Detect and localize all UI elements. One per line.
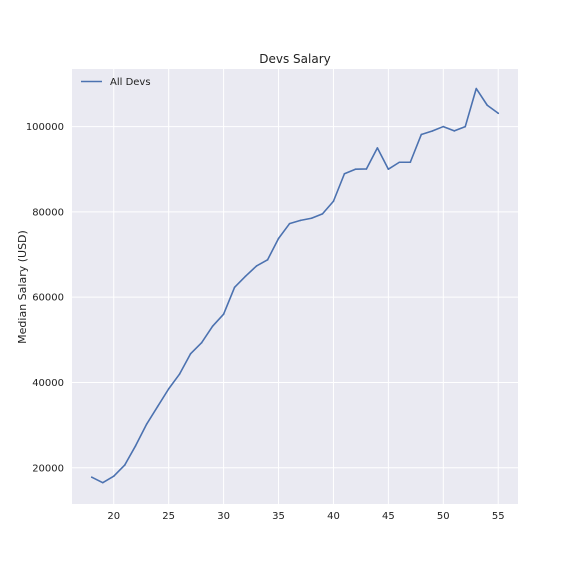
data-point [343,172,346,175]
data-point [442,125,445,128]
x-tick-label: 55 [492,511,505,522]
x-tick-label: 30 [217,511,230,522]
data-point [310,217,313,220]
data-point [200,341,203,344]
data-point [90,476,93,479]
data-point [321,213,324,215]
data-point [123,464,126,466]
data-point [354,168,357,171]
data-point [277,237,280,240]
y-tick-label: 80000 [32,207,64,218]
data-point [365,168,368,170]
data-point [464,125,467,128]
data-point [134,444,137,447]
x-tick-label: 40 [327,511,340,522]
data-point [233,286,236,289]
data-point [431,130,434,132]
x-tick-label: 45 [382,511,395,522]
data-point [332,200,335,203]
tick-labels: 20 25 30 35 40 45 50 55 20000 40000 60000 80000 1000… [26,122,505,522]
data-point [299,219,302,222]
data-point [376,147,379,149]
data-point [409,161,412,163]
x-tick-label: 50 [437,511,450,522]
data-point [255,265,258,267]
data-point [145,423,148,425]
x-tick-label: 20 [107,511,120,522]
data-point [222,313,225,316]
series-layer [90,87,500,484]
grid-lines [72,69,518,504]
data-point [211,325,214,327]
data-point [288,222,291,225]
data-point [497,112,500,115]
data-point [167,388,170,390]
data-point [398,161,401,164]
data-point [112,475,115,478]
x-tick-label: 35 [272,511,285,522]
y-tick-label: 60000 [32,293,64,304]
data-point [266,259,269,261]
data-point [486,104,489,107]
legend-label-all-devs: All Devs [110,77,151,88]
y-axis-label: Median Salary (USD) [16,230,29,344]
data-point [453,130,456,132]
data-point [178,373,181,375]
data-point [189,352,192,355]
y-tick-label: 100000 [26,122,64,133]
y-tick-label: 20000 [32,463,64,474]
data-point [420,133,423,136]
chart-title: Devs Salary [259,52,330,66]
legend: All Devs [81,77,151,88]
data-point [475,87,478,90]
data-point [101,481,104,484]
data-point [156,405,159,408]
data-point [244,275,247,277]
y-tick-label: 40000 [32,378,64,389]
series-line-all-devs [90,87,500,484]
data-point [387,168,390,171]
x-tick-label: 25 [162,511,175,522]
